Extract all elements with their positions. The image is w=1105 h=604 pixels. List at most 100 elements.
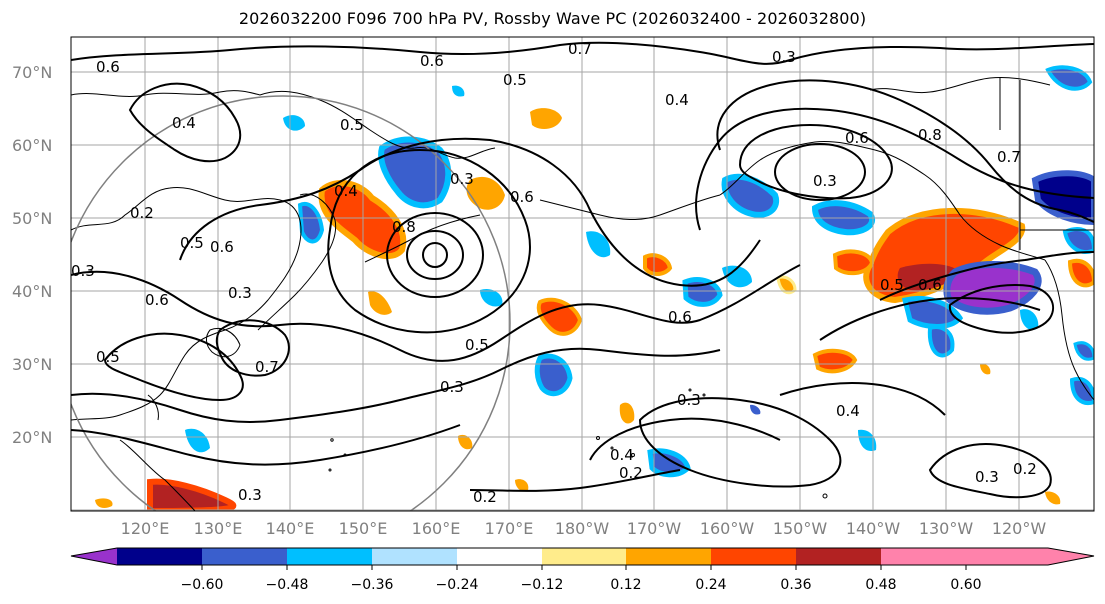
lon-label: 140°W bbox=[846, 519, 901, 538]
contour-label: 0.6 bbox=[510, 188, 534, 206]
colorbar-segment bbox=[796, 548, 881, 565]
lat-label: 50°N bbox=[12, 209, 52, 228]
negative-anomaly bbox=[1045, 65, 1093, 91]
contour-label: 0.4 bbox=[836, 402, 860, 420]
positive-anomaly bbox=[95, 498, 113, 508]
colorbar bbox=[70, 547, 1095, 566]
negative-anomaly bbox=[1062, 227, 1094, 254]
coastlines bbox=[71, 77, 1094, 511]
negative-anomaly bbox=[185, 428, 210, 453]
negative-anomaly bbox=[647, 448, 691, 478]
colorbar-segment bbox=[202, 548, 287, 565]
positive-anomaly bbox=[1045, 491, 1061, 505]
negative-anomaly bbox=[378, 136, 452, 209]
colorbar-segment bbox=[71, 548, 117, 565]
negative-anomaly bbox=[750, 404, 761, 415]
colorbar-ticks: −0.60 −0.48 −0.36 −0.24 −0.12 0.12 0.24 … bbox=[181, 565, 982, 593]
colorbar-segment bbox=[626, 548, 711, 565]
negative-anomaly bbox=[586, 231, 611, 258]
contour-label: 0.3 bbox=[228, 284, 252, 302]
contour-label: 0.7 bbox=[255, 358, 279, 376]
lat-label: 30°N bbox=[12, 355, 52, 374]
lon-label: 120°W bbox=[992, 519, 1047, 538]
lat-label: 70°N bbox=[12, 63, 52, 82]
contour-label: 0.5 bbox=[180, 234, 204, 252]
negative-anomaly bbox=[1073, 341, 1094, 361]
lon-label: 160°E bbox=[412, 519, 461, 538]
negative-anomaly bbox=[682, 277, 723, 307]
colorbar-tick-label: 0.24 bbox=[695, 577, 726, 593]
contour-label: 0.2 bbox=[619, 464, 643, 482]
pv-contours bbox=[71, 41, 1094, 499]
positive-anomaly bbox=[897, 263, 958, 291]
positive-anomaly bbox=[643, 253, 673, 276]
colorbar-segment bbox=[542, 548, 626, 565]
contour-label: 0.8 bbox=[392, 218, 416, 236]
colorbar-tick-label: −0.12 bbox=[521, 577, 564, 593]
map-panel: 0.7 0.3 0.6 0.6 0.5 0.4 0.5 0.8 0.7 0.6 … bbox=[71, 37, 1094, 511]
negative-anomaly bbox=[297, 201, 325, 244]
lon-label: 140°E bbox=[266, 519, 315, 538]
colorbar-segment bbox=[457, 548, 542, 565]
contour-label: 0.3 bbox=[677, 391, 701, 409]
contour-label: 0.3 bbox=[975, 468, 999, 486]
colorbar-outline bbox=[70, 547, 1095, 566]
contour-label: 0.6 bbox=[918, 276, 942, 294]
colorbar-tick-label: 0.48 bbox=[865, 577, 896, 593]
contour-label: 0.4 bbox=[334, 182, 358, 200]
colorbar-segment bbox=[711, 548, 796, 565]
colorbar-tick-label: −0.24 bbox=[436, 577, 479, 593]
lon-label: 130°E bbox=[194, 519, 243, 538]
contour-label: 0.3 bbox=[440, 378, 464, 396]
colorbar-segment bbox=[881, 548, 1094, 565]
negative-anomaly bbox=[858, 429, 877, 452]
positive-anomaly bbox=[776, 275, 797, 295]
colorbar-tick-label: −0.36 bbox=[351, 577, 394, 593]
contour-label: 0.5 bbox=[465, 336, 489, 354]
contour-label: 0.5 bbox=[96, 348, 120, 366]
negative-anomaly bbox=[480, 288, 503, 307]
lat-label: 20°N bbox=[12, 428, 52, 447]
lon-label: 150°W bbox=[773, 519, 828, 538]
colorbar-segment bbox=[117, 548, 202, 565]
contour-label: 0.5 bbox=[503, 71, 527, 89]
positive-anomaly bbox=[530, 108, 562, 130]
positive-anomaly bbox=[619, 402, 635, 424]
map-title: 2026032200 F096 700 hPa PV, Rossby Wave … bbox=[238, 9, 867, 28]
negative-anomaly bbox=[1031, 170, 1094, 226]
contour-label: 0.7 bbox=[997, 148, 1021, 166]
contour-label: 0.8 bbox=[918, 126, 942, 144]
contour-label: 0.6 bbox=[145, 291, 169, 309]
colorbar-tick-label: −0.48 bbox=[266, 577, 309, 593]
contour-label: 0.6 bbox=[668, 308, 692, 326]
lon-label: 170°W bbox=[627, 519, 682, 538]
contour-label: 0.4 bbox=[610, 446, 634, 464]
positive-anomaly bbox=[812, 348, 858, 374]
negative-anomaly bbox=[452, 85, 465, 97]
map-border bbox=[70, 36, 1095, 512]
positive-anomaly bbox=[318, 180, 407, 260]
lon-label: 180°W bbox=[555, 519, 610, 538]
longitude-labels: 120°E 130°E 140°E 150°E 160°E 170°E 180°… bbox=[121, 519, 1047, 538]
positive-anomaly bbox=[466, 176, 505, 210]
contour-label: 0.6 bbox=[210, 238, 234, 256]
negative-anomaly bbox=[722, 265, 752, 288]
lon-label: 130°W bbox=[919, 519, 974, 538]
colorbar-segment bbox=[287, 548, 372, 565]
positive-anomaly bbox=[515, 479, 529, 492]
contour-labels: 0.7 0.3 0.6 0.6 0.5 0.4 0.5 0.8 0.7 0.6 … bbox=[71, 40, 1037, 506]
colorbar-tick-label: −0.60 bbox=[181, 577, 224, 593]
negative-anomaly bbox=[283, 115, 305, 131]
contour-label: 0.5 bbox=[340, 116, 364, 134]
contour-label: 0.5 bbox=[880, 276, 904, 294]
positive-anomaly bbox=[458, 434, 473, 450]
colorbar-tick-label: 0.12 bbox=[610, 577, 641, 593]
contour-label: 0.4 bbox=[172, 114, 196, 132]
contour-label: 0.3 bbox=[238, 486, 262, 504]
colorbar-tick-label: 0.60 bbox=[950, 577, 981, 593]
contour-label: 0.3 bbox=[772, 48, 796, 66]
reference-circle bbox=[71, 95, 511, 511]
contour-label: 0.6 bbox=[420, 52, 444, 70]
lat-label: 60°N bbox=[12, 136, 52, 155]
